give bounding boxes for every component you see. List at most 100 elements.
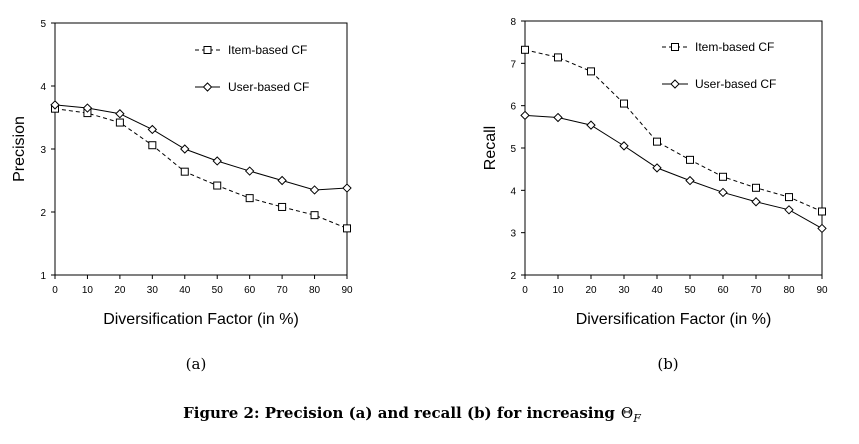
x-tick-label: 0 (52, 285, 58, 296)
x-tick-label: 70 (750, 285, 762, 296)
x-tick-label: 50 (684, 285, 696, 296)
data-point (115, 118, 124, 127)
data-point (82, 103, 93, 113)
legend-entry: User-based CF (662, 77, 776, 91)
data-point (784, 205, 794, 215)
precision-chart: 0 10 20 30 40 50 60 70 80 90 1 2 3 4 5 Diversification … (11, 19, 353, 373)
data-point (115, 109, 125, 119)
panel-label: (b) (657, 355, 678, 373)
legend-label: User-based CF (228, 80, 309, 94)
y-tick-label: 6 (510, 102, 516, 113)
legend-entry: Item-based CF (195, 43, 307, 57)
caption-subscript: F (632, 412, 641, 425)
data-point (310, 211, 319, 220)
data-point (180, 144, 190, 154)
x-tick-label: 30 (618, 285, 630, 296)
data-point (342, 183, 352, 193)
series-user-based (520, 110, 827, 234)
y-tick-label: 2 (510, 271, 516, 282)
data-point (212, 156, 222, 166)
data-point (309, 185, 320, 195)
data-point (278, 202, 287, 211)
legend-marker (671, 43, 679, 51)
x-tick-label: 80 (783, 285, 795, 296)
y-axis-label: Precision (11, 116, 28, 182)
data-point (817, 223, 827, 234)
x-tick-label: 50 (212, 285, 224, 296)
data-point (718, 187, 728, 198)
x-tick-label: 10 (552, 285, 564, 296)
data-point (277, 175, 287, 186)
y-tick-label: 7 (510, 59, 516, 70)
legend-label: Item-based CF (228, 43, 307, 57)
series-line (54, 104, 348, 191)
legend-marker (670, 79, 680, 89)
data-point (213, 181, 222, 190)
data-point (244, 166, 255, 176)
data-point (619, 141, 629, 151)
data-point (751, 197, 761, 207)
figure-caption: Figure 2: Precision (a) and recall (b) f… (183, 404, 641, 425)
data-point (686, 155, 694, 164)
series-line (524, 49, 823, 212)
legend-entry: User-based CF (195, 80, 309, 94)
x-axis-label: Diversification Factor (in %) (103, 311, 299, 328)
y-tick-label: 4 (510, 186, 516, 197)
data-point (521, 45, 529, 54)
legend-marker (202, 82, 213, 92)
data-point (148, 141, 157, 150)
x-tick-label: 70 (277, 285, 289, 296)
legend-marker (203, 46, 212, 54)
data-point (553, 112, 563, 123)
data-point (554, 53, 562, 62)
plot-frame (54, 22, 348, 276)
data-point (586, 120, 596, 130)
x-tick-label: 60 (717, 285, 729, 296)
x-tick-label: 90 (816, 285, 828, 296)
y-tick-label: 2 (40, 208, 46, 219)
x-tick-label: 20 (114, 285, 126, 296)
data-point (652, 163, 662, 173)
series-item-based (521, 45, 826, 216)
caption-symbol: Θ (621, 404, 633, 422)
data-point (752, 183, 760, 192)
data-point (587, 67, 595, 76)
y-tick-label: 5 (40, 19, 46, 30)
data-point (818, 207, 826, 216)
data-point (245, 194, 254, 203)
x-tick-label: 10 (82, 285, 94, 296)
data-point (180, 167, 189, 176)
data-point (520, 110, 530, 121)
data-point (785, 193, 793, 202)
x-tick-label: 20 (585, 285, 597, 296)
caption-text: Figure 2: Precision (a) and recall (b) f… (183, 404, 615, 422)
y-axis-label: Recall (482, 126, 499, 170)
data-point (50, 100, 60, 110)
plot-frame (524, 20, 823, 276)
x-tick-label: 60 (244, 285, 256, 296)
series-line (54, 108, 348, 229)
data-point (653, 137, 661, 146)
legend-entry: Item-based CF (662, 40, 774, 54)
y-tick-label: 3 (40, 145, 46, 156)
panel-label: (a) (186, 355, 207, 373)
x-tick-label: 30 (147, 285, 159, 296)
x-tick-label: 40 (651, 285, 663, 296)
x-tick-label: 90 (341, 285, 353, 296)
x-tick-label: 0 (522, 285, 528, 296)
y-tick-label: 1 (40, 271, 46, 282)
recall-chart: 0 10 20 30 40 50 60 70 80 90 2 3 4 5 6 7 8 Diversificatio… (482, 17, 828, 373)
data-point (620, 99, 628, 108)
y-tick-label: 8 (510, 17, 516, 28)
series-line (524, 114, 823, 229)
x-tick-label: 80 (309, 285, 321, 296)
data-point (685, 175, 695, 186)
legend-label: Item-based CF (695, 40, 774, 54)
y-tick-label: 4 (40, 82, 46, 93)
data-point (719, 172, 727, 181)
y-tick-label: 5 (510, 144, 516, 155)
series-user-based (50, 100, 352, 195)
data-point (343, 224, 351, 233)
